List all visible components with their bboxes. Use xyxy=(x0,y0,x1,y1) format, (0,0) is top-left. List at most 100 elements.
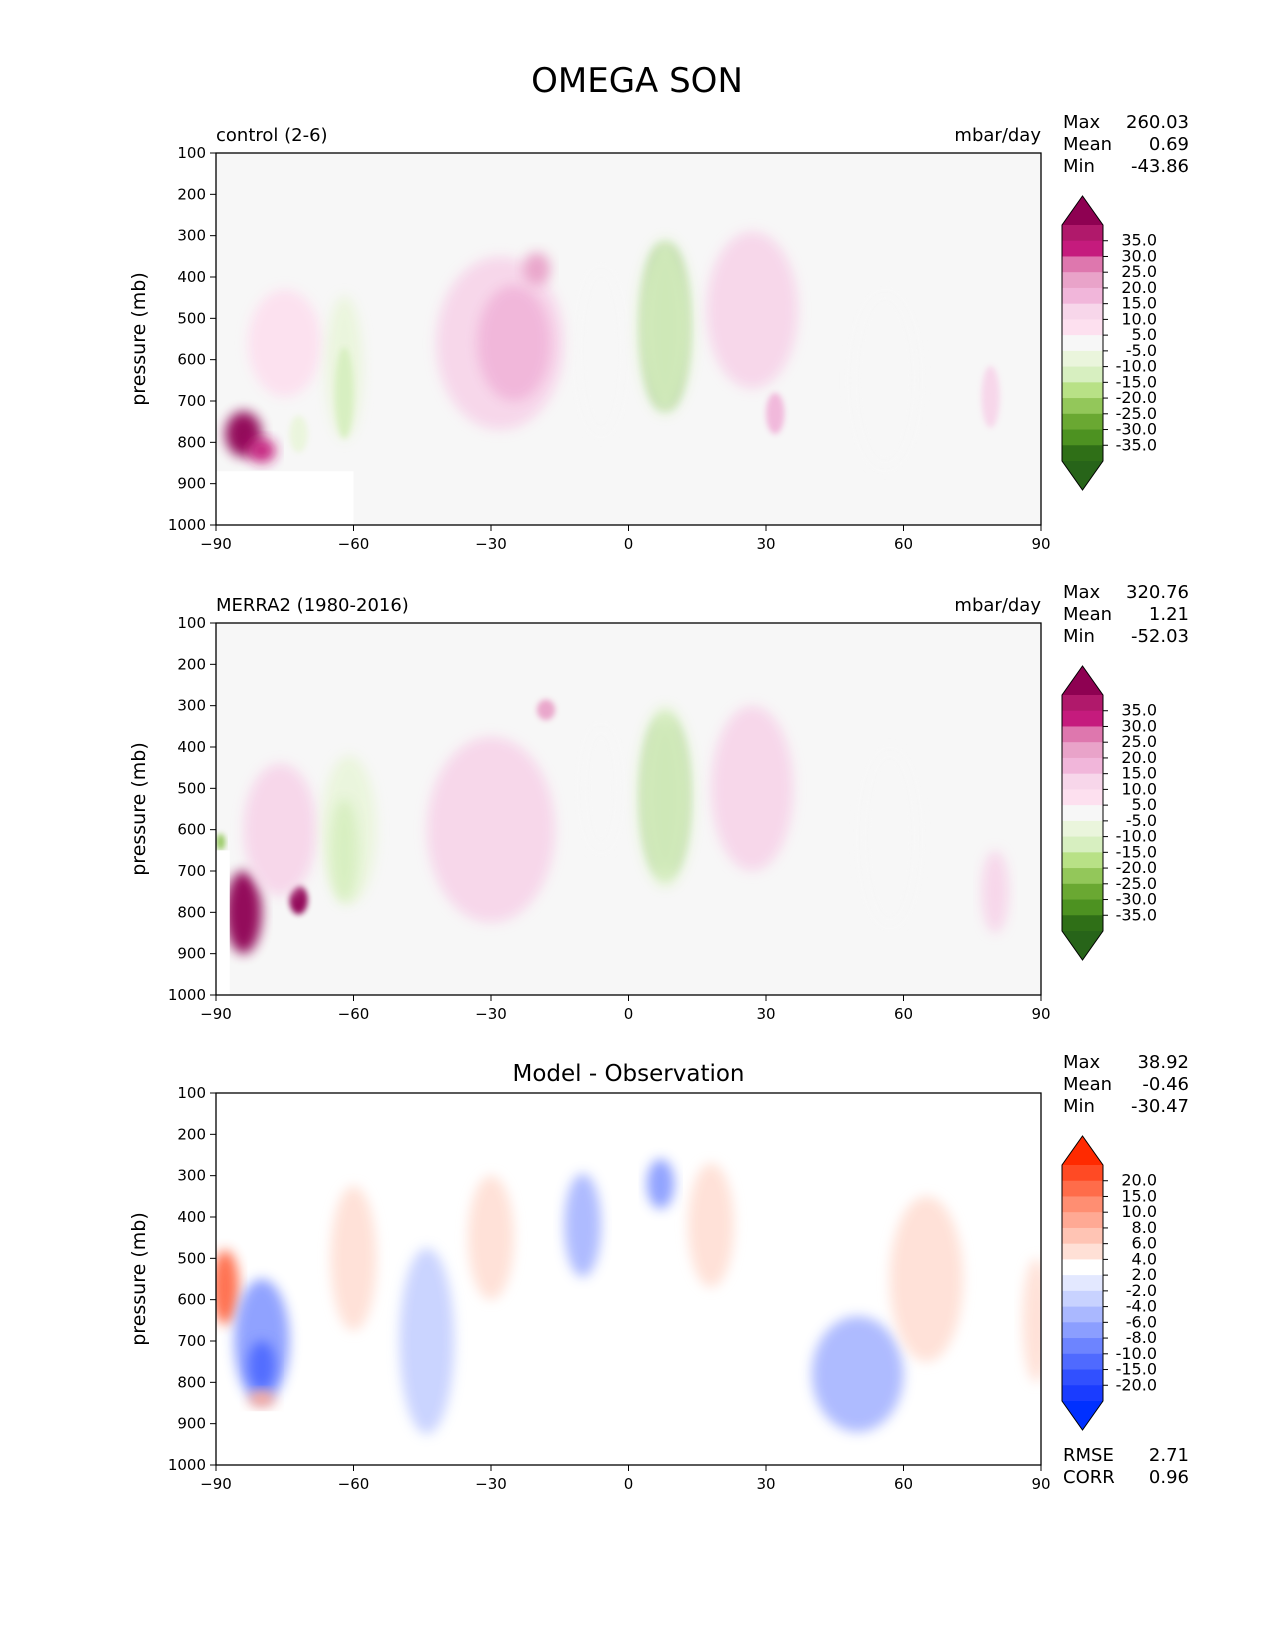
stat-min-label: Min xyxy=(1063,156,1095,177)
x-tick-label: 90 xyxy=(1031,535,1050,553)
y-tick-label: 700 xyxy=(177,1332,206,1350)
colorbar-label: 6.0 xyxy=(1132,1234,1157,1253)
colorbar-extend-bottom xyxy=(1062,461,1103,490)
y-axis-label: pressure (mb) xyxy=(128,272,150,406)
colorbar-segment xyxy=(1062,868,1103,885)
heatmap-cell-11 xyxy=(889,1196,964,1362)
heatmap-cell-5 xyxy=(399,1248,455,1434)
colorbar-segment xyxy=(1062,805,1103,822)
colorbar-segment xyxy=(1062,1243,1103,1260)
colorbar-label: -10.0 xyxy=(1116,1344,1157,1363)
colorbar-label: -2.0 xyxy=(1126,1281,1157,1300)
colorbar-segment xyxy=(1062,789,1103,806)
colorbar-label: -20.0 xyxy=(1116,388,1157,407)
colorbar-label: 30.0 xyxy=(1121,246,1157,265)
colorbar-segment xyxy=(1062,1338,1103,1355)
y-tick-label: 400 xyxy=(177,268,206,286)
x-tick-label: 0 xyxy=(624,535,634,553)
colorbar-segment xyxy=(1062,695,1103,712)
colorbar-extend-bottom xyxy=(1062,931,1103,960)
heatmap-cell-7 xyxy=(564,1173,602,1277)
heatmap-cell-4 xyxy=(330,798,359,902)
colorbar-segment xyxy=(1062,1212,1103,1229)
colorbar-segment xyxy=(1062,272,1103,289)
heatmap-cell-8 xyxy=(523,252,551,286)
colorbar-label: -15.0 xyxy=(1116,842,1157,861)
stat-mean-value: 1.21 xyxy=(1149,604,1189,625)
y-tick-label: 300 xyxy=(177,1167,206,1185)
heatmap-cell-12 xyxy=(862,751,918,925)
colorbar-segment xyxy=(1062,303,1103,320)
heatmap-layer xyxy=(216,699,1009,954)
panel-title-left: control (2-6) xyxy=(216,125,328,146)
colorbar-outline xyxy=(1061,195,1104,491)
y-tick-label: 200 xyxy=(177,185,206,203)
heatmap-cell-8 xyxy=(582,726,620,851)
x-tick-label: 60 xyxy=(894,1475,913,1493)
heatmap-cell-9 xyxy=(688,1163,734,1288)
colorbar-segment xyxy=(1062,883,1103,901)
colorbar-label: 25.0 xyxy=(1121,262,1157,281)
x-tick-label: 90 xyxy=(1031,1475,1050,1493)
colorbar-label: 20.0 xyxy=(1121,1171,1157,1190)
colorbar-segment xyxy=(1062,1275,1103,1292)
heatmap-cell-4 xyxy=(330,1186,377,1331)
y-axis: 100 200 300 400 500 600 700 800 900 1000 xyxy=(168,144,216,534)
colorbar-label: 20.0 xyxy=(1121,748,1157,767)
x-axis: −90 −60 −30 0 30 60 90 xyxy=(200,1465,1051,1493)
mask-layer xyxy=(216,471,354,525)
heatmap-cell-5 xyxy=(216,833,226,851)
x-axis: −90 −60 −30 0 30 60 90 xyxy=(200,995,1051,1023)
y-tick-label: 300 xyxy=(177,227,206,245)
colorbar-extend-top xyxy=(1062,666,1103,695)
heatmap-cell-4 xyxy=(335,347,354,439)
colorbar-label: 10.0 xyxy=(1121,779,1157,798)
colorbar-label: 35.0 xyxy=(1121,701,1157,720)
heatmap-cell-14 xyxy=(853,293,918,468)
x-tick-label: 30 xyxy=(756,535,775,553)
y-tick-label: 100 xyxy=(177,1084,206,1102)
colorbar: 35.030.025.020.015.010.05.0-5.0-10.0-15.… xyxy=(1061,665,1157,961)
colorbar-label: 2.0 xyxy=(1132,1265,1157,1284)
colorbar-segment xyxy=(1062,335,1103,352)
colorbar-segment xyxy=(1062,287,1103,305)
colorbar-label: -20.0 xyxy=(1116,1375,1157,1394)
colorbar-label: -10.0 xyxy=(1116,827,1157,846)
colorbar-outline xyxy=(1061,665,1104,961)
colorbar-label: -10.0 xyxy=(1116,357,1157,376)
panel-title-center: Model - Observation xyxy=(512,1061,744,1087)
colorbar-label: -8.0 xyxy=(1126,1328,1157,1347)
heatmap-cell-0 xyxy=(225,871,262,954)
colorbar-segment xyxy=(1062,915,1103,932)
colorbar-segment xyxy=(1062,1196,1103,1213)
stats-box: Max 320.76 Mean 1.21 Min -52.03 xyxy=(1063,582,1189,647)
heatmap-cell-7 xyxy=(477,285,551,401)
heatmap-cell-12 xyxy=(706,231,799,389)
y-tick-label: 500 xyxy=(177,779,206,797)
y-tick-label: 900 xyxy=(177,475,206,493)
topography-mask-0 xyxy=(216,850,230,995)
colorbar-label: 25.0 xyxy=(1121,732,1157,751)
heatmap-layer xyxy=(216,1159,1041,1434)
colorbar-label: 15.0 xyxy=(1121,1186,1157,1205)
colorbar-segment xyxy=(1062,398,1103,415)
colorbar-label: -30.0 xyxy=(1116,890,1157,909)
x-tick-label: −90 xyxy=(200,1475,232,1493)
colorbar-label: -15.0 xyxy=(1116,372,1157,391)
heatmap-cell-11 xyxy=(637,239,693,414)
colorbar-segment xyxy=(1062,366,1103,383)
colorbar-segment xyxy=(1062,1165,1103,1182)
stat-rmse-label: RMSE xyxy=(1063,1445,1114,1466)
mask-layer xyxy=(216,1411,354,1465)
panel-units: mbar/day xyxy=(954,125,1041,146)
y-tick-label: 600 xyxy=(177,351,206,369)
stat-rmse-value: 2.71 xyxy=(1149,1445,1189,1466)
colorbar-extend-top xyxy=(1062,196,1103,225)
heatmap-cell-2 xyxy=(243,763,317,896)
y-tick-label: 100 xyxy=(177,144,206,162)
y-tick-label: 400 xyxy=(177,1208,206,1226)
colorbar-label: 30.0 xyxy=(1121,716,1157,735)
colorbar-label: -35.0 xyxy=(1116,905,1157,924)
heatmap-cell-7 xyxy=(536,699,556,721)
